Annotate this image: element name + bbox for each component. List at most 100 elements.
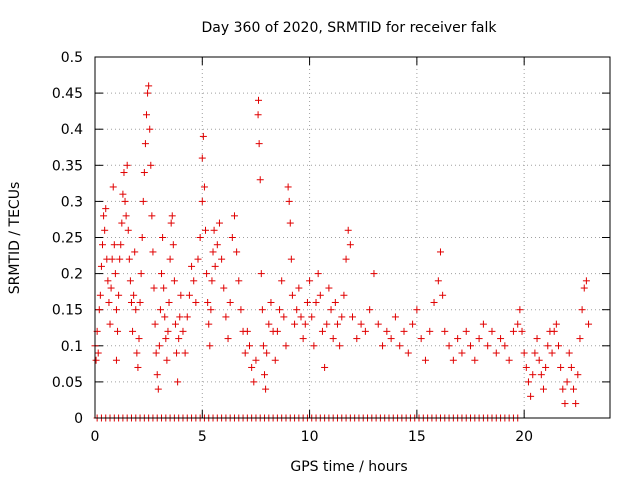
data-point	[139, 197, 147, 205]
data-point	[154, 385, 162, 393]
y-tick-label: 0.45	[52, 86, 83, 102]
data-point	[267, 298, 275, 306]
data-point	[325, 284, 333, 292]
data-point	[331, 298, 339, 306]
data-point	[181, 349, 189, 357]
data-point	[131, 248, 139, 256]
data-point	[544, 342, 552, 350]
data-point	[349, 313, 356, 321]
data-point	[92, 356, 100, 364]
data-point	[161, 313, 169, 321]
y-tick-label: 0.05	[52, 375, 83, 391]
data-point	[578, 306, 586, 314]
data-point	[226, 298, 234, 306]
data-point	[120, 169, 128, 177]
data-point	[261, 371, 269, 379]
data-point	[467, 342, 475, 350]
data-point	[436, 248, 444, 256]
data-point	[257, 270, 265, 278]
data-point	[162, 335, 170, 343]
data-point	[286, 219, 294, 227]
data-point	[255, 96, 263, 104]
data-point	[126, 277, 134, 285]
data-point	[514, 320, 522, 328]
data-point	[280, 313, 288, 321]
data-point	[441, 327, 449, 335]
data-point	[291, 320, 299, 328]
data-point	[374, 320, 382, 328]
data-point	[391, 313, 399, 321]
data-point	[250, 378, 258, 386]
data-point	[148, 212, 156, 220]
data-point	[118, 219, 126, 227]
data-point	[183, 313, 191, 321]
data-point	[430, 298, 438, 306]
data-point	[132, 306, 140, 314]
data-point	[116, 255, 124, 263]
data-point	[204, 298, 212, 306]
data-point	[327, 306, 335, 314]
data-point	[297, 313, 305, 321]
data-point	[194, 255, 202, 263]
data-point	[174, 378, 182, 386]
data-point	[114, 327, 122, 335]
data-point	[101, 226, 109, 234]
data-point	[136, 298, 144, 306]
data-point	[150, 284, 158, 292]
data-point	[312, 298, 320, 306]
data-point	[284, 183, 292, 191]
data-point	[555, 342, 562, 350]
data-point	[413, 306, 421, 314]
data-point	[112, 306, 120, 314]
data-point	[303, 298, 311, 306]
data-point	[199, 132, 207, 140]
data-point	[149, 248, 157, 256]
data-point	[458, 349, 466, 357]
plot-frame	[94, 56, 611, 419]
y-tick-label: 0.15	[52, 303, 83, 319]
data-point	[110, 241, 118, 249]
data-point	[255, 140, 263, 148]
data-point	[344, 226, 352, 234]
data-point	[445, 342, 453, 350]
data-point	[340, 291, 348, 299]
y-tick-label: 0.2	[61, 267, 83, 283]
data-point	[310, 342, 318, 350]
x-tick-label: 10	[301, 429, 319, 445]
data-point	[501, 342, 509, 350]
data-point	[557, 363, 565, 371]
data-point	[155, 342, 163, 350]
data-point	[196, 234, 204, 241]
data-point	[237, 306, 245, 314]
data-point	[379, 342, 387, 350]
data-point	[366, 306, 374, 314]
y-tick-label: 0.35	[52, 158, 83, 174]
data-point	[123, 161, 131, 169]
data-point	[533, 335, 541, 343]
data-point	[329, 335, 337, 343]
data-point	[130, 291, 138, 299]
y-tick-label: 0.3	[61, 194, 83, 210]
data-point	[228, 234, 236, 241]
grid-lines	[95, 57, 610, 418]
data-point	[439, 291, 447, 299]
data-point	[138, 234, 146, 241]
x-tick-label: 0	[91, 429, 100, 445]
data-point	[563, 378, 571, 386]
data-point	[357, 320, 365, 328]
data-point	[537, 371, 545, 379]
data-point	[539, 385, 547, 393]
y-tick-label: 0	[74, 411, 83, 427]
data-point	[535, 356, 543, 364]
data-point	[160, 284, 168, 292]
data-point	[570, 385, 578, 393]
data-point	[156, 306, 164, 314]
data-point	[202, 226, 210, 234]
data-point	[524, 378, 532, 386]
chart-title: Day 360 of 2020, SRMTID for receiver fal…	[202, 20, 498, 36]
data-point	[404, 349, 412, 357]
axis-ticks: 0 0.05 0.1 0.15 0.2 0.25 0.3 0.35 0.4 0.45 0.5 0 5 10…	[52, 50, 610, 445]
data-point	[188, 262, 196, 270]
data-point	[531, 349, 539, 357]
data-point	[475, 335, 483, 343]
